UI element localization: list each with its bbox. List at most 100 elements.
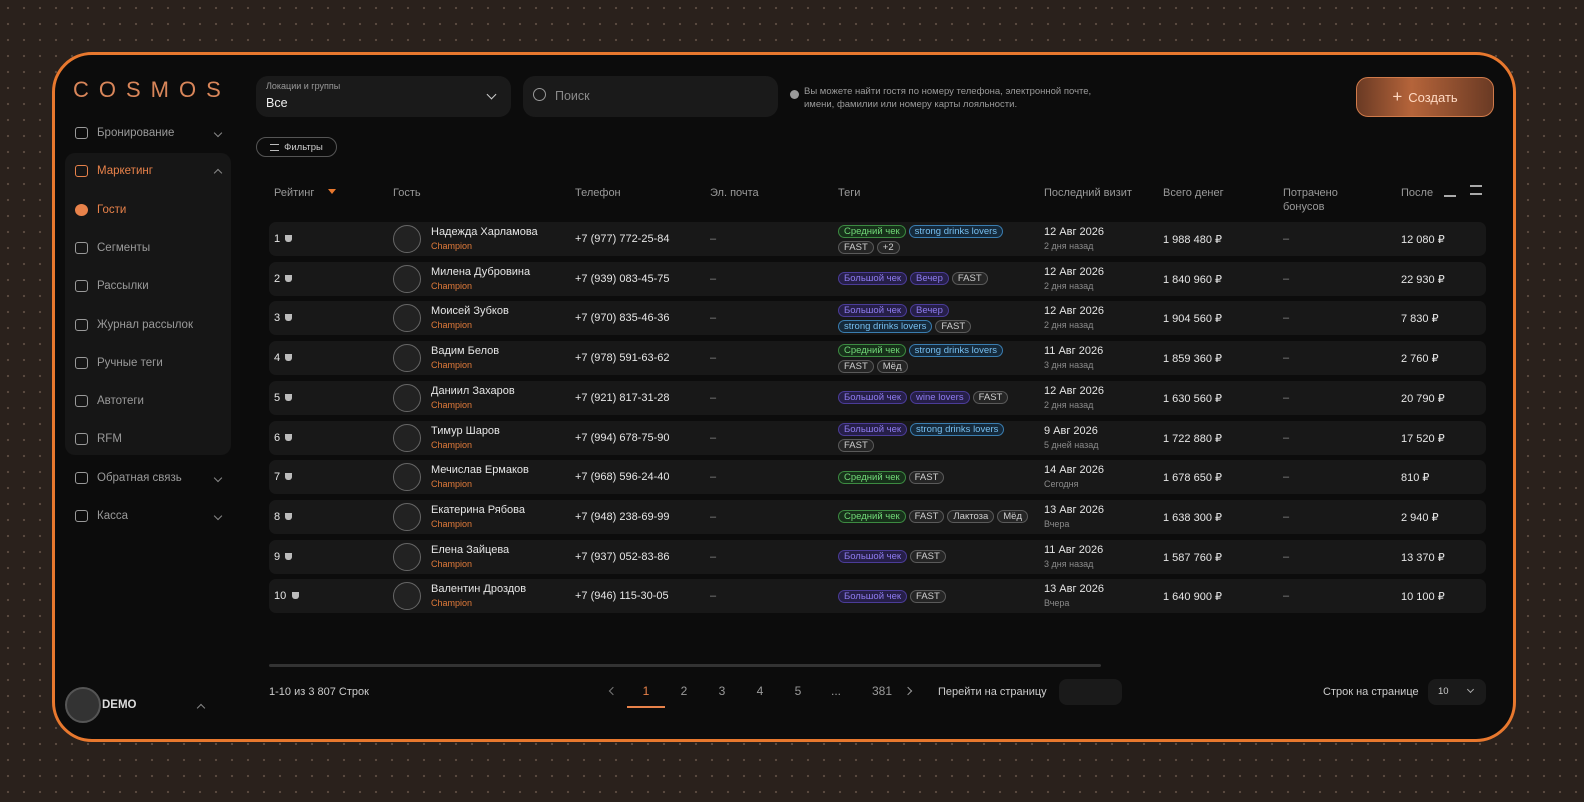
rank: 5 <box>274 391 281 404</box>
email: – <box>710 312 717 325</box>
download-icon[interactable] <box>1444 183 1456 197</box>
nav-item[interactable]: Касса <box>65 499 231 533</box>
location-select[interactable]: Локации и группы Все <box>256 76 511 117</box>
tag-label: Вечер <box>916 273 943 285</box>
trophy-icon <box>285 433 292 441</box>
nav-item[interactable]: Обратная связь <box>65 461 231 495</box>
page-number[interactable]: 3 <box>718 684 726 698</box>
trophy-icon <box>285 393 292 401</box>
phone: +7 (968) 596-24-40 <box>575 471 670 484</box>
tags: Большой чек Вечер FAST <box>838 262 1038 296</box>
visit-ago: Вчера <box>1044 598 1070 609</box>
phone: +7 (970) 835-46-36 <box>575 312 670 325</box>
tag-label: FAST <box>941 320 966 332</box>
column-header[interactable]: Теги <box>838 187 861 199</box>
page-number[interactable]: 1 <box>627 684 665 708</box>
tag-label: wine lovers <box>916 392 964 404</box>
bonus-spent: – <box>1283 272 1290 285</box>
visit-ago: 5 дней назад <box>1044 439 1099 450</box>
column-header[interactable]: Потрачено бонусов <box>1283 187 1338 213</box>
guest-row[interactable]: 6 Тимур Шаров Champion +7 (994) 678-75-90 – Б… <box>269 420 1486 455</box>
column-header[interactable]: Всего денег <box>1163 187 1224 199</box>
nav-subitem[interactable]: Сегменты <box>65 231 231 265</box>
goto-input[interactable] <box>1059 679 1122 705</box>
last-check: 20 790 ₽ <box>1401 392 1445 405</box>
per-page-label: Строк на странице <box>1323 686 1419 698</box>
page-number[interactable]: ... <box>830 684 841 698</box>
rank: 6 <box>274 431 281 444</box>
last-check: 12 080 ₽ <box>1401 234 1445 246</box>
prev-page[interactable] <box>608 686 618 696</box>
per-page-select[interactable]: 10 <box>1428 679 1486 705</box>
nav-subitem[interactable]: RFM <box>65 422 231 456</box>
guest-row[interactable]: 10 Валентин Дроздов Champion +7 (946) 115-3… <box>269 579 1486 614</box>
guest-row[interactable]: 2 Милена Дубровина Champion +7 (939) 083-45… <box>269 261 1486 296</box>
guest-name: Тимур Шаров <box>431 424 500 437</box>
nav-item[interactable]: Бронирование <box>65 116 231 150</box>
column-header[interactable]: Гость <box>393 187 421 199</box>
nav-subitem[interactable]: Автотеги <box>65 384 231 418</box>
visit-ago: 2 дня назад <box>1044 399 1094 410</box>
page-number[interactable]: 5 <box>794 684 802 698</box>
guest-avatar <box>393 542 421 571</box>
tag: Средний чек <box>838 470 906 484</box>
guest-status: Champion <box>431 479 473 490</box>
guest-row[interactable]: 4 Вадим Белов Champion +7 (978) 591-63-62 – С… <box>269 341 1486 376</box>
user-avatar[interactable] <box>65 687 101 723</box>
page-number[interactable]: 381 <box>871 684 893 698</box>
tag-label: Средний чек <box>844 344 900 356</box>
guest-row[interactable]: 7 Мечислав Ермаков Champion +7 (968) 596-24… <box>269 460 1486 495</box>
visit-date: 12 Авг 2026 <box>1044 305 1105 318</box>
nav-icon <box>75 433 88 446</box>
nav-subitem[interactable]: Ручные теги <box>65 346 231 380</box>
tag: FAST <box>972 391 1009 405</box>
tag-label: FAST <box>914 471 939 483</box>
trophy-icon <box>285 552 292 560</box>
column-header[interactable]: Телефон <box>575 187 621 199</box>
guest-name: Даниил Захаров <box>431 384 515 397</box>
column-header[interactable]: Последний визит <box>1044 187 1132 199</box>
nav-subitem[interactable]: Гости <box>65 193 231 227</box>
tag: Средний чек <box>838 510 906 524</box>
search-icon <box>533 88 546 101</box>
page-number[interactable]: 2 <box>680 684 688 698</box>
page-number[interactable]: 4 <box>756 684 764 698</box>
filters-button[interactable]: Фильтры <box>256 137 337 157</box>
tag: FAST <box>838 439 874 452</box>
tag-label: FAST <box>957 273 982 285</box>
tag: Мёд <box>997 510 1029 524</box>
tag: Вечер <box>910 272 949 286</box>
guest-row[interactable]: 1 Надежда Харламова Champion +7 (977) 772-2… <box>269 222 1486 256</box>
nav-chevron <box>213 473 223 482</box>
tag-label: Большой чек <box>844 424 902 435</box>
nav-label: Журнал рассылок <box>97 318 193 331</box>
guest-status: Champion <box>431 518 473 529</box>
create-button[interactable]: + Создать <box>1356 77 1494 117</box>
tags: Большой чек Вечер strong drinks lovers FAST <box>838 301 1038 335</box>
column-header[interactable]: Рейтинг <box>274 187 315 199</box>
guest-row[interactable]: 9 Елена Зайцева Champion +7 (937) 052-83-86… <box>269 539 1486 574</box>
bonus-spent: – <box>1283 590 1290 603</box>
tag-label: Средний чек <box>844 225 900 237</box>
nav-label: Бронирование <box>97 127 175 139</box>
column-header[interactable]: Эл. почта <box>710 187 759 199</box>
column-header[interactable]: После <box>1401 187 1434 199</box>
tag: FAST <box>951 272 988 286</box>
user-name[interactable]: DEMO <box>102 699 137 711</box>
phone: +7 (977) 772-25-84 <box>575 233 670 245</box>
tag-label: FAST <box>914 511 939 523</box>
nav-label: Рассылки <box>97 280 149 293</box>
nav-item[interactable]: Маркетинг <box>65 154 231 188</box>
nav-subitem[interactable]: Журнал рассылок <box>65 308 231 342</box>
tag-label: Большой чек <box>844 392 902 404</box>
settings-icon[interactable] <box>1470 185 1482 195</box>
last-check: 2 760 ₽ <box>1401 353 1439 366</box>
guest-row[interactable]: 8 Екатерина Рябова Champion +7 (948) 238-69… <box>269 499 1486 534</box>
guest-row[interactable]: 3 Моисей Зубков Champion +7 (970) 835-46-36… <box>269 301 1486 336</box>
next-page[interactable] <box>903 686 913 696</box>
guest-row[interactable]: 5 Даниил Захаров Champion +7 (921) 817-31-2… <box>269 380 1486 415</box>
nav-subitem[interactable]: Рассылки <box>65 269 231 303</box>
search-box[interactable]: Поиск <box>523 76 778 117</box>
nav-label: Автотеги <box>97 395 144 408</box>
